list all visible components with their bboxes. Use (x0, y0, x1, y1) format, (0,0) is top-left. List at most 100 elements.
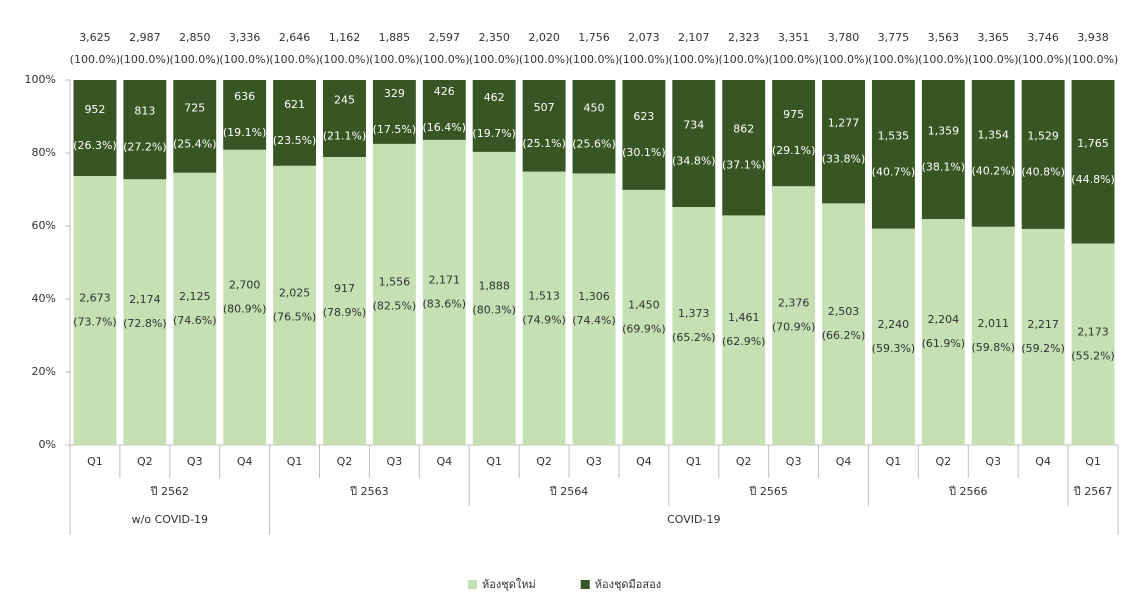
value-label: (72.8%) (123, 317, 167, 330)
total-label: 2,323 (728, 31, 760, 44)
era-label: w/o COVID-19 (132, 513, 208, 526)
bar-segment (273, 80, 317, 166)
x-tick-label: Q4 (836, 455, 852, 468)
value-label: (66.2%) (822, 329, 866, 342)
count-label: 2,240 (878, 318, 910, 331)
count-label: 725 (184, 101, 205, 114)
total-label: 3,563 (928, 31, 960, 44)
x-tick-label: Q1 (686, 455, 702, 468)
value-label: (19.7%) (472, 127, 516, 140)
bar-segment (323, 157, 366, 445)
count-label: 2,025 (279, 286, 311, 299)
value-label: (80.3%) (472, 303, 516, 316)
legend-swatch (580, 580, 590, 589)
value-label: (69.9%) (622, 322, 666, 335)
year-label: ปี 2566 (948, 485, 988, 498)
value-label: (25.6%) (572, 138, 616, 151)
bar-segment (1071, 243, 1115, 445)
count-label: 1,354 (977, 128, 1009, 141)
year-label: ปี 2567 (1073, 485, 1113, 498)
bar-segment (123, 179, 167, 445)
value-label: (33.8%) (822, 153, 866, 166)
x-tick-label: Q1 (886, 455, 902, 468)
value-label: (40.8%) (1021, 165, 1065, 178)
value-label: (83.6%) (423, 297, 467, 310)
total-percent-label: (100.0%) (818, 53, 869, 66)
bar-segment (472, 80, 516, 152)
total-label: 1,756 (578, 31, 610, 44)
bar-segment (1071, 80, 1115, 244)
x-tick-label: Q4 (636, 455, 652, 468)
value-label: (17.5%) (373, 123, 417, 136)
value-label: (44.8%) (1071, 173, 1115, 186)
value-label: (74.6%) (173, 314, 217, 327)
legend-swatch (468, 580, 477, 589)
total-percent-label: (100.0%) (768, 53, 819, 66)
count-label: 1,765 (1077, 137, 1109, 150)
bar-segment (921, 80, 965, 220)
count-label: 2,125 (179, 290, 211, 303)
x-tick-label: Q2 (736, 455, 752, 468)
bar-segment (422, 80, 466, 140)
total-percent-label: (100.0%) (120, 53, 171, 66)
bar-segment (173, 80, 217, 173)
total-label: 2,107 (678, 31, 710, 44)
bar-segment (921, 219, 965, 445)
total-percent-label: (100.0%) (469, 53, 520, 66)
count-label: 1,888 (478, 279, 510, 292)
bar-segment (772, 186, 816, 445)
x-tick-label: Q4 (237, 455, 253, 468)
total-label: 3,746 (1027, 31, 1059, 44)
year-label: ปี 2565 (748, 485, 788, 498)
y-tick-label: 60% (32, 219, 56, 232)
bar-segment (722, 80, 766, 216)
value-label: (59.3%) (872, 342, 916, 355)
value-label: (61.9%) (922, 337, 966, 350)
bar-segment (123, 80, 167, 180)
count-label: 2,376 (778, 297, 810, 310)
x-tick-label: Q4 (436, 455, 452, 468)
total-percent-label: (100.0%) (619, 53, 670, 66)
bar-segment (672, 80, 716, 208)
x-tick-label: Q3 (387, 455, 403, 468)
count-label: 462 (484, 91, 505, 104)
total-percent-label: (100.0%) (319, 53, 370, 66)
total-label: 1,162 (329, 31, 361, 44)
bar-segment (422, 139, 466, 446)
count-label: 450 (584, 102, 605, 115)
x-tick-label: Q2 (137, 455, 153, 468)
value-label: (59.2%) (1021, 342, 1065, 355)
value-label: (25.4%) (173, 137, 217, 150)
x-tick-label: Q2 (935, 455, 951, 468)
count-label: 2,503 (828, 305, 860, 318)
era-label: COVID-19 (667, 513, 720, 526)
legend-label: ห้องชุดใหม่ (482, 578, 536, 591)
bar-segment (871, 228, 915, 445)
total-label: 3,780 (828, 31, 860, 44)
count-label: 1,306 (578, 290, 610, 303)
total-label: 3,775 (878, 31, 910, 44)
count-label: 1,535 (878, 129, 910, 142)
count-label: 1,450 (628, 298, 660, 311)
value-label: (34.8%) (672, 155, 716, 168)
x-tick-label: Q1 (287, 455, 303, 468)
count-label: 621 (284, 98, 305, 111)
count-label: 623 (633, 110, 654, 123)
x-tick-label: Q3 (985, 455, 1001, 468)
total-percent-label: (100.0%) (169, 53, 220, 66)
total-percent-label: (100.0%) (968, 53, 1019, 66)
total-label: 3,351 (778, 31, 810, 44)
total-percent-label: (100.0%) (1018, 53, 1069, 66)
value-label: (62.9%) (722, 335, 766, 348)
total-percent-label: (100.0%) (519, 53, 570, 66)
year-label: ปี 2563 (349, 485, 389, 498)
total-label: 3,336 (229, 31, 261, 44)
total-label: 1,885 (379, 31, 411, 44)
count-label: 1,513 (528, 289, 560, 302)
value-label: (26.3%) (73, 139, 117, 152)
bar-segment (871, 80, 915, 229)
total-label: 2,987 (129, 31, 161, 44)
bar-segment (822, 80, 865, 204)
bar-segment (971, 80, 1015, 227)
total-label: 3,625 (79, 31, 111, 44)
